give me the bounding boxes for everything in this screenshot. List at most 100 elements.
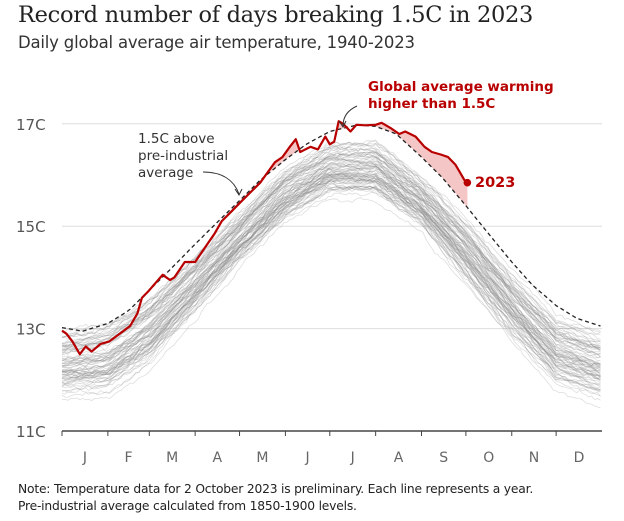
threshold-line	[61, 124, 601, 332]
other-year-line	[61, 165, 601, 376]
other-year-line	[61, 174, 601, 376]
other-year-line	[61, 164, 601, 367]
other-year-line	[61, 177, 601, 375]
other-year-line	[61, 156, 601, 352]
x-tick-label: F	[125, 450, 133, 466]
warming-annotation-line1: Global average warming	[368, 79, 554, 95]
chart-title: Record number of days breaking 1.5C in 2…	[18, 2, 534, 28]
other-year-line	[61, 172, 601, 372]
other-year-line	[61, 153, 601, 353]
other-year-line	[61, 157, 601, 351]
x-tick-label: S	[439, 450, 448, 466]
other-year-line	[61, 184, 601, 397]
other-year-line	[61, 151, 601, 349]
y-tick-label: 13C	[16, 321, 46, 339]
other-year-line	[61, 167, 601, 366]
other-year-line	[61, 166, 601, 368]
other-year-line	[61, 175, 601, 383]
footnote-line2: Pre-industrial average calculated from 1…	[18, 499, 357, 513]
temperature-chart: 11C 13C 15C 17C J F M A M J J A S O N D Global average…	[16, 79, 602, 466]
other-year-line	[61, 182, 601, 397]
x-tick-label: D	[574, 450, 585, 466]
other-year-line	[61, 169, 601, 373]
other-year-line	[61, 163, 601, 365]
other-year-line	[61, 156, 601, 350]
y-axis-labels: 11C 13C 15C 17C	[16, 116, 46, 441]
other-year-line	[61, 162, 601, 359]
other-year-line	[61, 146, 601, 338]
other-year-line	[61, 185, 601, 393]
other-year-line	[61, 151, 601, 351]
warming-annotation-line2: higher than 1.5C	[368, 96, 495, 112]
other-years-lines	[61, 139, 601, 409]
other-year-line	[61, 185, 601, 386]
series-2023-line	[61, 120, 469, 356]
other-year-line	[61, 151, 601, 350]
other-year-line	[61, 178, 601, 380]
other-year-line	[61, 170, 601, 369]
other-year-line	[61, 186, 601, 401]
other-year-line	[61, 158, 601, 356]
other-year-line	[61, 183, 601, 386]
other-year-line	[61, 145, 601, 349]
series-2023-label: 2023	[475, 175, 515, 191]
other-year-line	[61, 165, 601, 365]
other-year-line	[61, 175, 601, 380]
other-year-line	[61, 177, 601, 379]
x-tick-label: J	[82, 450, 87, 466]
other-year-line	[61, 165, 601, 370]
other-year-line	[61, 172, 601, 375]
other-year-line	[61, 179, 601, 379]
other-year-line	[61, 170, 601, 376]
other-year-line	[61, 168, 601, 365]
other-year-line	[61, 150, 601, 348]
other-year-line	[61, 159, 601, 362]
other-year-line	[61, 175, 601, 379]
threshold-annotation-line3: average	[138, 165, 193, 181]
x-tick-label: O	[483, 450, 494, 466]
other-year-line	[61, 184, 601, 389]
y-tick-label: 17C	[16, 116, 46, 134]
other-year-line	[61, 141, 601, 343]
threshold-annotation-line1: 1.5C above	[138, 131, 215, 147]
other-year-line	[61, 145, 601, 349]
other-year-line	[61, 172, 601, 377]
threshold-arrow-icon	[202, 171, 240, 195]
threshold-annotation-line2: pre-industrial	[138, 148, 228, 164]
other-year-line	[61, 169, 601, 373]
other-year-line	[61, 197, 601, 409]
other-year-line	[61, 173, 601, 370]
other-year-line	[61, 173, 601, 381]
other-year-line	[61, 191, 601, 393]
other-year-line	[61, 170, 601, 374]
x-tick-label: A	[394, 450, 404, 466]
other-year-line	[61, 173, 601, 373]
x-tick-label: N	[529, 450, 539, 466]
other-year-line	[61, 178, 601, 391]
other-year-line	[61, 158, 601, 357]
other-year-line	[61, 140, 601, 335]
x-tick-label: M	[256, 450, 268, 466]
other-year-line	[61, 179, 601, 385]
x-tick-label: J	[350, 450, 355, 466]
other-year-line	[61, 164, 601, 367]
other-year-line	[61, 161, 601, 361]
y-tick-label: 11C	[16, 423, 46, 441]
other-year-line	[61, 179, 601, 378]
other-year-line	[61, 148, 601, 351]
other-year-line	[61, 155, 601, 358]
other-year-line	[61, 185, 601, 393]
warming-arrow-icon	[342, 105, 358, 127]
footnote-line1: Note: Temperature data for 2 October 202…	[18, 482, 534, 496]
warming-arrowhead-icon	[338, 120, 347, 128]
other-year-line	[61, 153, 601, 353]
other-year-line	[61, 176, 601, 388]
other-year-line	[61, 176, 601, 377]
other-year-line	[61, 160, 601, 359]
y-tick-label: 15C	[16, 218, 46, 236]
other-year-line	[61, 166, 601, 368]
x-tick-label: A	[213, 450, 223, 466]
x-tick-label: J	[305, 450, 310, 466]
other-year-line	[61, 143, 601, 339]
